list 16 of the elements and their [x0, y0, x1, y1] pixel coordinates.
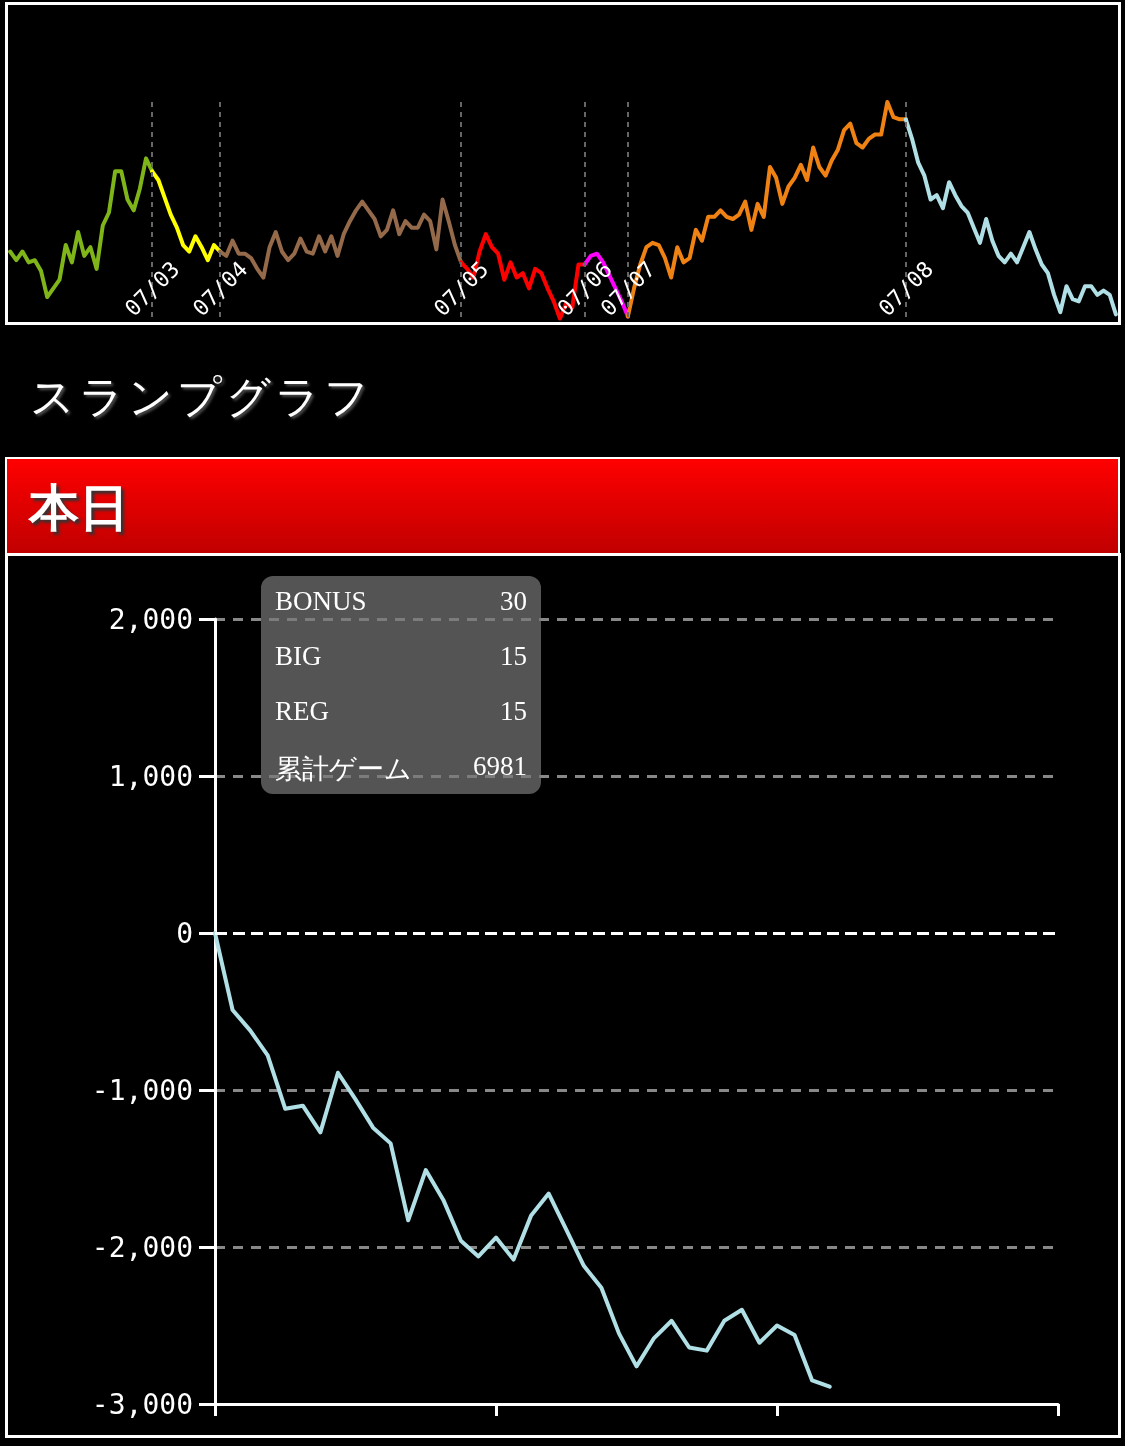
y-tick-label: -1,000: [91, 1073, 193, 1107]
y-tick-label: 0: [176, 916, 193, 950]
annotation: 6981: [473, 751, 527, 782]
annotation: BIG: [275, 641, 322, 672]
chart-title: スランプグラフ: [30, 370, 373, 424]
text: 30: [500, 586, 527, 617]
annotation: 累計ゲーム: [275, 753, 412, 786]
text: BONUS: [275, 586, 367, 617]
y-tick-label: -3,000: [91, 1387, 193, 1421]
annotation: 15: [500, 696, 527, 727]
chart-subtitle: 本日: [29, 477, 129, 539]
annotation: 15: [500, 641, 527, 672]
y-tick-label: -2,000: [91, 1230, 193, 1264]
y-tick-label: 2,000: [108, 602, 193, 636]
annotation: REG: [275, 696, 329, 727]
y-tick-label: 1,000: [108, 759, 193, 793]
